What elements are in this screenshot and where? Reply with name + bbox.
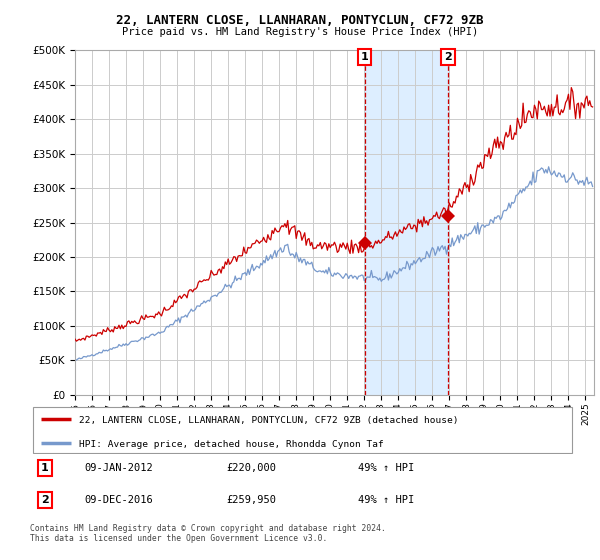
Text: 1: 1 [41, 463, 49, 473]
Text: 09-DEC-2016: 09-DEC-2016 [85, 495, 154, 505]
Text: 2: 2 [444, 52, 452, 62]
Text: Contains HM Land Registry data © Crown copyright and database right 2024.
This d: Contains HM Land Registry data © Crown c… [30, 524, 386, 543]
FancyBboxPatch shape [33, 407, 572, 452]
Text: 49% ↑ HPI: 49% ↑ HPI [358, 495, 414, 505]
Text: 22, LANTERN CLOSE, LLANHARAN, PONTYCLUN, CF72 9ZB: 22, LANTERN CLOSE, LLANHARAN, PONTYCLUN,… [116, 14, 484, 27]
Text: HPI: Average price, detached house, Rhondda Cynon Taf: HPI: Average price, detached house, Rhon… [79, 440, 384, 449]
Text: 49% ↑ HPI: 49% ↑ HPI [358, 463, 414, 473]
Bar [365, 50, 448, 395]
Text: 22, LANTERN CLOSE, LLANHARAN, PONTYCLUN, CF72 9ZB (detached house): 22, LANTERN CLOSE, LLANHARAN, PONTYCLUN,… [79, 416, 458, 425]
Text: £220,000: £220,000 [227, 463, 277, 473]
Text: 09-JAN-2012: 09-JAN-2012 [85, 463, 154, 473]
Text: 2: 2 [41, 495, 49, 505]
Text: 1: 1 [361, 52, 368, 62]
Text: £259,950: £259,950 [227, 495, 277, 505]
Text: Price paid vs. HM Land Registry's House Price Index (HPI): Price paid vs. HM Land Registry's House … [122, 27, 478, 38]
